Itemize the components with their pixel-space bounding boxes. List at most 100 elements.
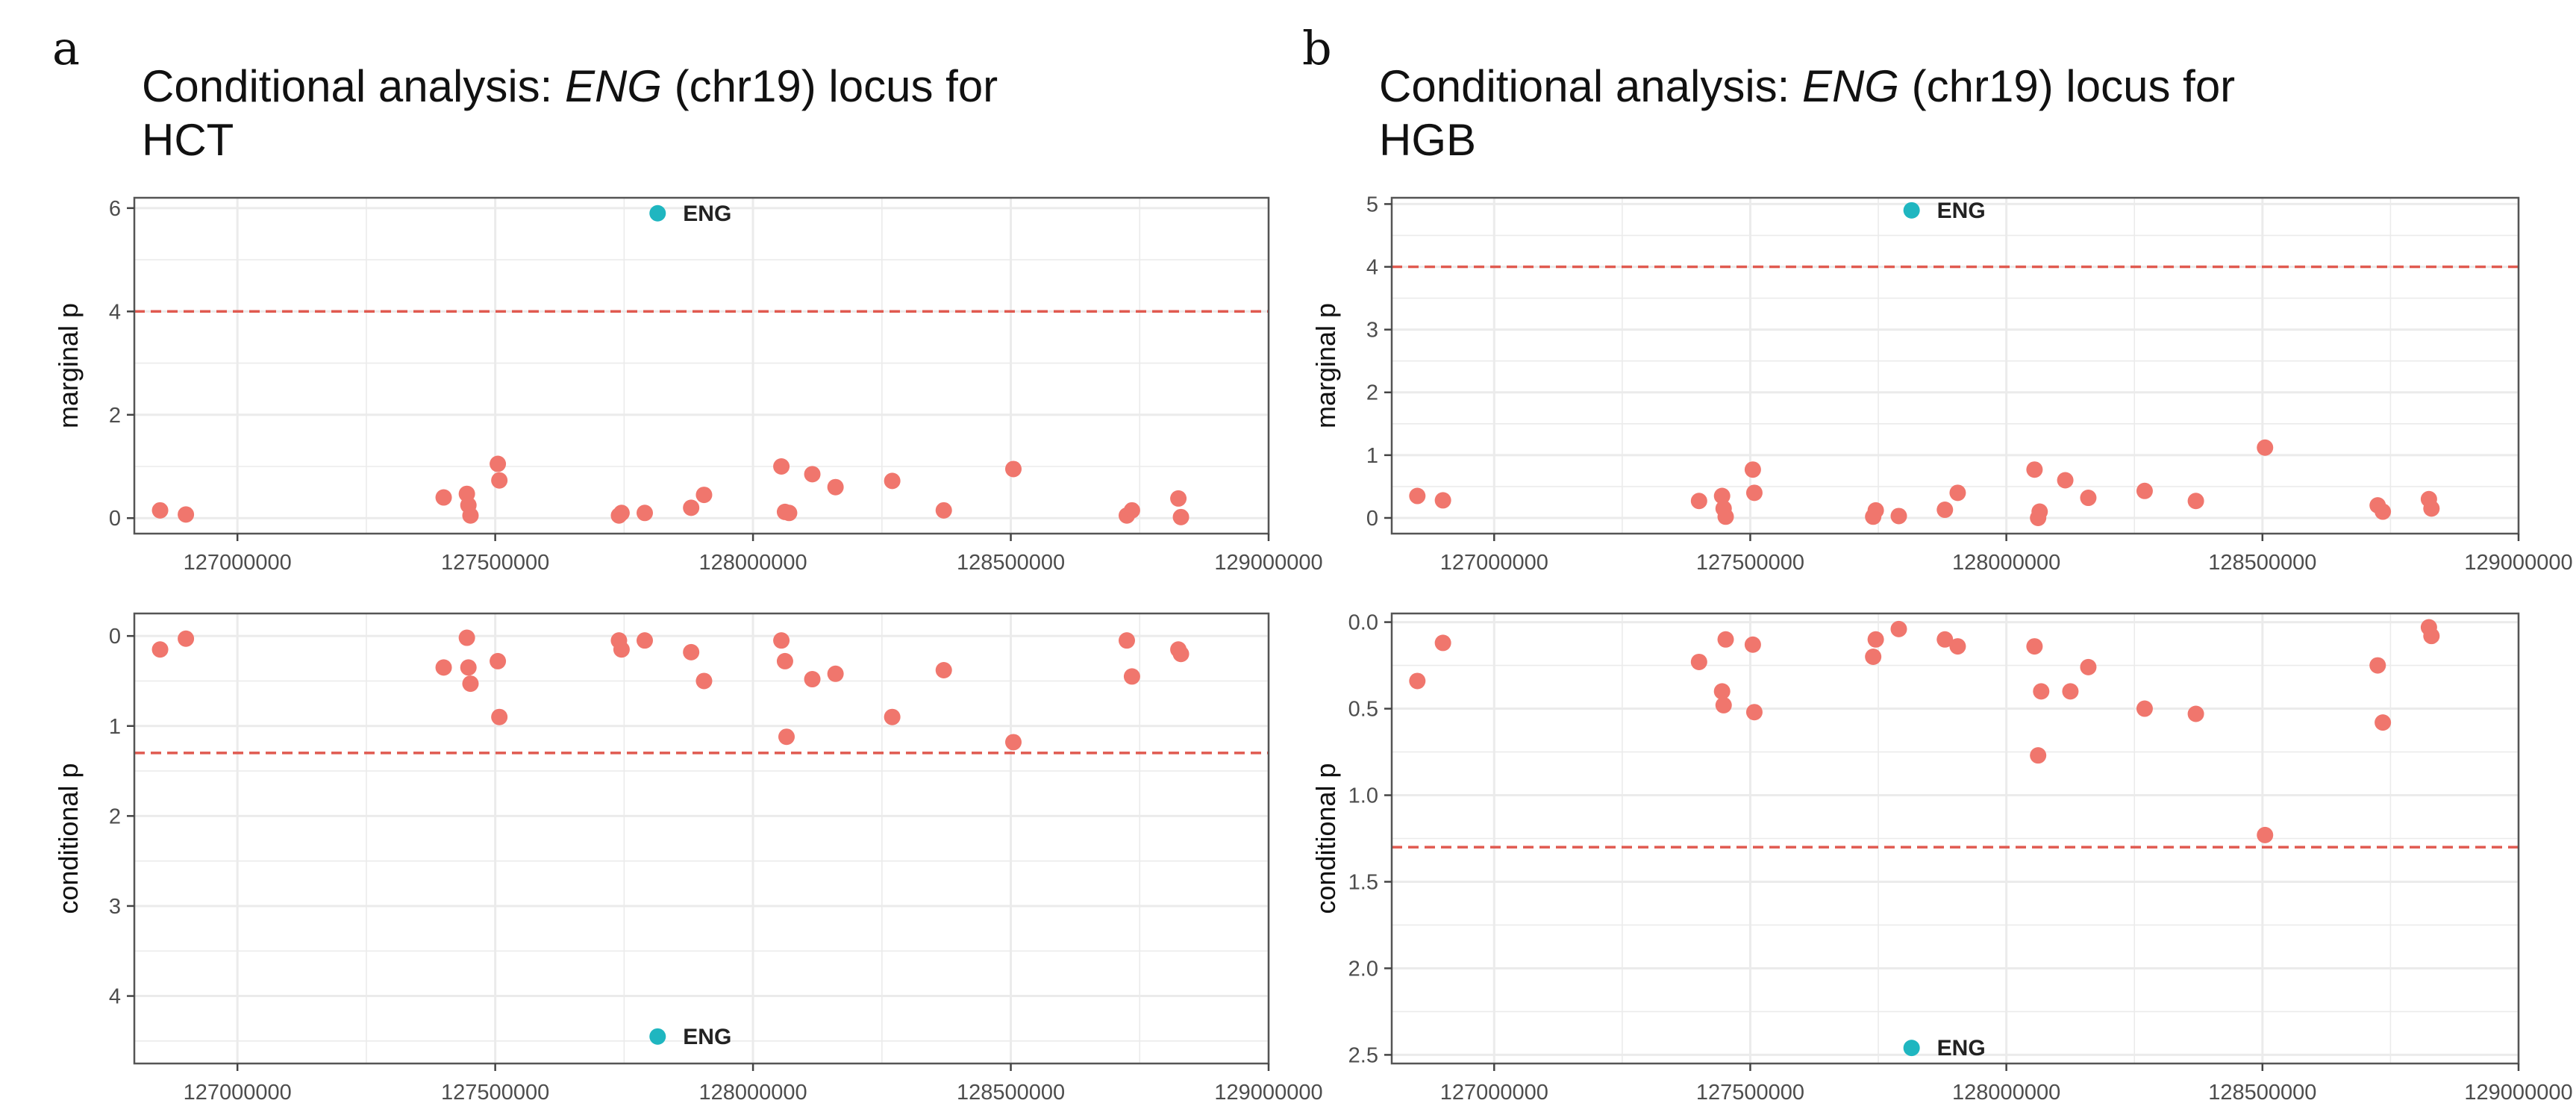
data-point [1745,704,1763,721]
highlight-label-eng: ENG [683,202,731,226]
x-tick-label: 129000000 [1214,1081,1322,1105]
data-point [1119,632,1135,649]
data-point [1170,490,1187,507]
highlight-point-eng [1903,202,1920,219]
x-tick-label: 127500000 [441,551,549,575]
data-point [2062,683,2079,700]
data-point [1713,683,1731,700]
panel-a-title-suffix: (chr19) locus for [662,61,998,111]
data-point [773,458,790,475]
panel-b-title-suffix: (chr19) locus for [1899,61,2236,111]
data-point [151,502,169,519]
data-point [1745,484,1763,502]
data-point [1865,648,1882,665]
plot-frame [133,196,1270,535]
x-tick-label: 127000000 [1440,1081,1548,1105]
y-tick-label: 0.5 [1348,698,1378,722]
x-tick-label: 128500000 [957,551,1065,575]
x-tick-label: 127500000 [1696,1081,1804,1105]
data-point [2030,747,2047,764]
data-point [435,489,452,506]
data-point [491,472,508,489]
data-point [1949,484,1966,502]
data-point [1936,502,1954,519]
panel-b-title-prefix: Conditional analysis: [1379,61,1802,111]
data-point [827,478,844,496]
panel-a-letter: a [52,21,80,75]
y-axis-title: marginal p [1310,303,1341,428]
data-point [462,675,479,693]
x-tick-label: 129000000 [2464,551,2572,575]
data-point [2080,658,2097,675]
data-point [490,455,507,472]
data-point [1936,631,1954,648]
x-tick-label: 128000000 [699,551,807,575]
y-axis-title: conditional p [53,763,84,913]
y-axis-title: marginal p [53,303,84,428]
data-point [2375,503,2392,520]
data-point [1717,508,1734,525]
plot-background [1392,198,2519,534]
data-point [781,505,798,522]
y-tick-label: 0 [109,507,121,531]
data-point [2423,628,2440,645]
data-point [695,487,713,504]
data-point [695,672,713,690]
data-point [935,661,952,678]
y-tick-label: 4 [109,985,121,1009]
highlight-label-eng: ENG [1937,1036,1986,1061]
panel-a-title: Conditional analysis: ENG (chr19) locus … [142,60,1336,167]
data-point [2423,500,2440,517]
panel-b-title-gene: ENG [1801,61,1900,111]
x-tick-label: 129000000 [2464,1081,2572,1105]
data-point [1690,493,1707,510]
highlight-point-eng [1903,1040,1920,1057]
plot-frame [1390,196,2520,535]
data-point [1005,460,1022,478]
y-tick-label: 2 [1366,381,1378,405]
data-point [1172,646,1189,663]
data-point [491,708,508,725]
data-point [935,502,952,519]
data-point [1949,638,1966,655]
data-point [884,708,901,725]
data-point [1434,492,1451,509]
y-tick-label: 1.5 [1348,870,1378,894]
data-point [2031,503,2048,520]
data-point [1744,461,1761,478]
chart-b-marginal: ENG 0 1 2 3 4 5 127000000 127500000 128000000 1285… [1310,193,2573,575]
data-point [1713,487,1731,505]
y-tick-label: 1 [1366,444,1378,468]
data-point [804,466,821,483]
y-tick-label: 6 [109,197,121,221]
y-tick-label: 2.0 [1348,957,1378,981]
x-tick-label: 128000000 [1952,551,2060,575]
highlight-point-eng [649,204,666,222]
data-point [1690,653,1707,670]
data-point [2026,461,2043,478]
x-tick-label: 127000000 [184,551,292,575]
data-point [1890,620,1907,637]
data-point [2080,490,2097,507]
data-point [151,641,169,658]
data-point [827,665,844,682]
chart-a-conditional: ENG 0 1 2 3 4 127000000 127500000 128000000 12850… [53,612,1323,1105]
data-point [1715,696,1732,713]
y-tick-label: 2.5 [1348,1043,1378,1067]
data-point [778,728,795,746]
data-point [1890,507,1907,525]
highlight-point-eng [649,1028,666,1045]
panel-b-title-trait: HGB [1379,115,1477,165]
panel-a-title-trait: HCT [142,115,234,165]
data-point [462,507,479,524]
data-point [1867,502,1884,519]
x-tick-label: 128000000 [1952,1081,2060,1105]
y-tick-label: 2 [109,404,121,428]
panel-a-title-prefix: Conditional analysis: [142,61,565,111]
x-tick-label: 128000000 [699,1081,807,1105]
x-tick-label: 127500000 [441,1081,549,1105]
x-tick-label: 129000000 [1214,551,1322,575]
data-point [637,505,653,522]
plot-frame [133,612,1270,1065]
x-tick-label: 127500000 [1696,551,1804,575]
